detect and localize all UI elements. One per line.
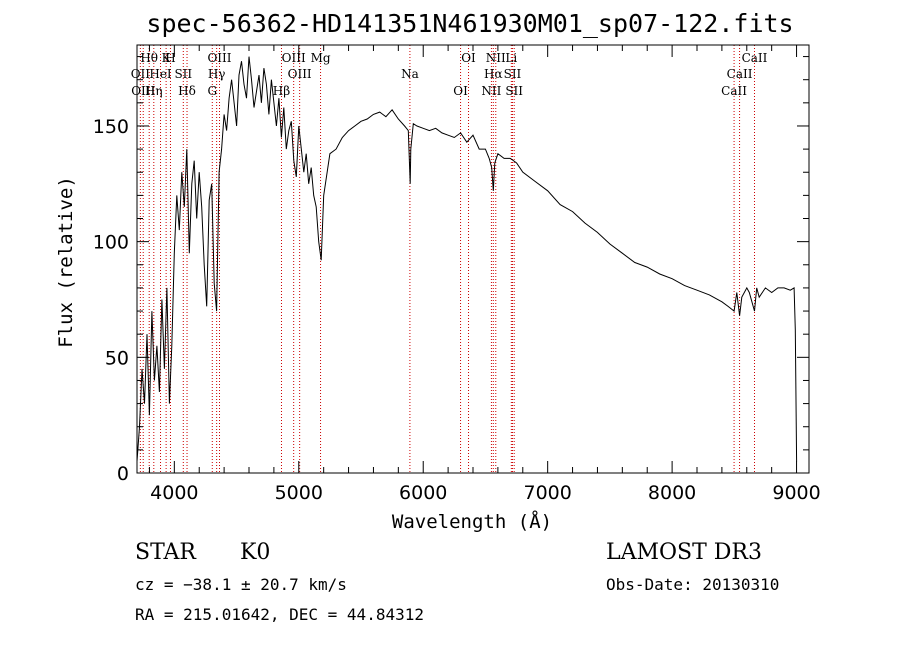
chart-title: spec-56362-HD141351N461930M01_sp07-122.f…	[146, 9, 793, 38]
x-axis-label: Wavelength (Å)	[392, 510, 552, 533]
spectral-line-label: SII	[174, 67, 192, 81]
x-tick-label: 9000	[772, 482, 820, 504]
x-tick-label: 7000	[523, 482, 571, 504]
y-tick-label: 0	[117, 463, 129, 485]
object-class: STAR	[135, 540, 196, 565]
spectral-line-label: OIII	[282, 51, 306, 65]
spectral-line-label: Na	[401, 67, 419, 81]
spectral-line-label: Hθ	[140, 51, 158, 65]
axis-ticks: 4000 5000 6000 7000 8000 9000 0 50 100 150	[93, 45, 821, 504]
spectral-line-label: OIII	[288, 67, 312, 81]
spectral-line-label: OI	[453, 84, 468, 98]
flux-series-line	[136, 56, 798, 462]
coordinates: RA = 215.01642, DEC = 44.84312	[135, 605, 424, 624]
spectral-line-label: Li	[505, 51, 517, 65]
observation-date: Obs-Date: 20130310	[606, 575, 780, 594]
spectral-line-label: NII	[481, 84, 501, 98]
spectral-line-label: H	[165, 51, 175, 65]
spectral-line-label: Hδ	[178, 84, 196, 98]
spectral-subclass: K0	[240, 540, 271, 565]
spectral-line-markers	[139, 45, 755, 473]
y-axis-label: Flux (relative)	[55, 176, 77, 348]
spectral-line-label: Mg	[311, 51, 331, 65]
spectral-line-label: Hβ	[273, 84, 290, 98]
spectral-line-label: Hγ	[208, 67, 226, 81]
spectral-line-label: CaII	[727, 67, 753, 81]
survey-name: LAMOST DR3	[606, 540, 762, 565]
spectral-line-labels: HθOIIOIIIKHeIHηHSIIHδOIIIHγGOIIIOIIIHβMg…	[131, 51, 768, 98]
spectral-line-label: Hη	[145, 84, 163, 98]
spectral-line-label: OI	[461, 51, 476, 65]
spectral-line-label: HeI	[149, 67, 172, 81]
redshift-velocity: cz = −38.1 ± 20.7 km/s	[135, 575, 347, 594]
spectral-line-label: OII	[131, 67, 151, 81]
spectral-line-label: SII	[505, 84, 523, 98]
spectral-line-label: CaII	[721, 84, 747, 98]
x-tick-label: 6000	[399, 482, 447, 504]
spectral-line-label: CaII	[742, 51, 768, 65]
x-tick-label: 8000	[648, 482, 696, 504]
spectral-line-label: Hα	[484, 67, 503, 81]
y-tick-label: 100	[93, 232, 129, 254]
y-tick-label: 150	[93, 116, 129, 138]
x-tick-label: 4000	[150, 482, 198, 504]
spectral-line-label: OIII	[207, 51, 231, 65]
spectral-line-label: NII	[486, 51, 506, 65]
x-tick-label: 5000	[275, 482, 323, 504]
spectral-line-label: SII	[504, 67, 522, 81]
y-tick-label: 50	[105, 347, 129, 369]
spectral-line-label: K	[162, 51, 172, 65]
spectral-line-label: G	[207, 84, 217, 98]
